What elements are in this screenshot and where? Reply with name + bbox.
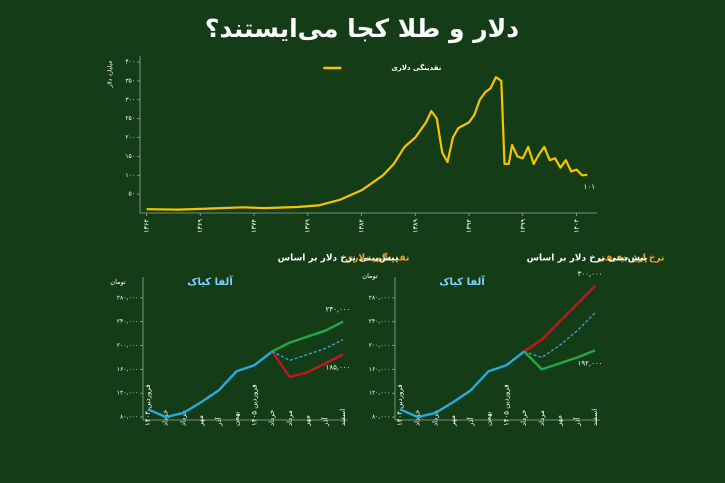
value-label: ۱۸۵,۰۰۰ (326, 363, 351, 371)
chart-title-highlight: نرخ ارز حقیقی (597, 254, 664, 264)
x-tick-label: بهمن (485, 411, 493, 426)
x-tick-label: ۱۳۷۴ (250, 218, 258, 232)
x-tick-label: ۱۳۹۴ (465, 218, 473, 232)
x-tick-label: مهر (556, 415, 564, 427)
x-tick-label: ۱۳۹۹ (519, 218, 527, 232)
x-tick-label: اسفند (591, 409, 599, 426)
x-tick-label: فروردین ۱۴۰۵ (250, 384, 258, 426)
logo: آلفا کیاک (439, 275, 485, 288)
logo: آلفا کیاک (187, 275, 233, 288)
value-label: ۱۹۲,۰۰۰ (578, 359, 603, 367)
y-tick-label: ۲۴۰,۰۰۰ (369, 318, 390, 325)
y-tick-label: ۲۰۰,۰۰۰ (369, 342, 390, 349)
x-tick-label: ۱۳۶۹ (196, 218, 204, 232)
page-title: دلار و طلا کجا می‌ایستند؟ (205, 14, 519, 44)
series-line (399, 350, 525, 419)
y-tick-label: ۱۵۰ (125, 153, 135, 160)
x-tick-label: ۱۳۷۹ (304, 218, 312, 232)
series-line (271, 320, 344, 353)
y-tick-label: ۲۸۰,۰۰۰ (117, 294, 138, 301)
x-tick-label: فروردین ۱۴۰۴ (144, 384, 152, 426)
y-tick-label: ۱۶۰,۰۰۰ (117, 366, 138, 373)
x-tick-label: فروردین ۱۴۰۵ (502, 384, 510, 426)
unit-label: تومان (362, 272, 378, 280)
y-tick-label: ۴۰۰ (125, 59, 135, 66)
y-tick-label: ۱۰۰ (125, 172, 135, 179)
series-line (146, 76, 588, 211)
x-tick-label: ۱۴۰۴ (573, 218, 581, 232)
value-label: ۲۴۰,۰۰۰ (326, 306, 351, 314)
y-tick-label: ۸۰,۰۰۰ (372, 414, 390, 421)
x-tick-label: مهر (449, 415, 457, 427)
legend-label: نقدینگی دلاری (391, 63, 441, 72)
x-tick-label: آذر (320, 417, 329, 427)
y-tick-label: ۲۴۰,۰۰۰ (117, 318, 138, 325)
chart-title-highlight: نقدینگی دلاری (345, 252, 409, 264)
y-tick-label: ۱۶۰,۰۰۰ (369, 366, 390, 373)
y-tick-label: ۲۸۰,۰۰۰ (369, 294, 390, 301)
y-tick-label: ۳۰۰ (125, 96, 135, 103)
y-tick-label: ۲۵۰ (125, 115, 135, 122)
x-tick-label: مرداد (431, 410, 439, 426)
series-line (523, 312, 596, 359)
series-line (147, 350, 273, 419)
x-tick-label: فروردین ۱۴۰۴ (396, 384, 404, 426)
y-axis-label: میلیارد دلار (107, 60, 114, 88)
value-label: ۱۰۱ (584, 183, 595, 191)
series-line (271, 350, 344, 379)
chart-title: پیش‌بینی نرخ دلار بر اساس (278, 254, 399, 264)
x-tick-label: مرداد (179, 410, 187, 426)
x-tick-label: مهر (304, 415, 312, 427)
x-tick-label: اسفند (339, 409, 347, 426)
y-tick-label: ۲۰۰ (125, 134, 135, 141)
unit-label: تومان (110, 278, 126, 286)
x-tick-label: ۱۳۸۴ (358, 218, 366, 232)
x-tick-label: مرداد (286, 410, 294, 426)
x-tick-label: خرداد (268, 410, 276, 426)
x-tick-label: آذر (214, 417, 223, 427)
y-tick-label: ۱۲۰,۰۰۰ (369, 390, 390, 397)
x-tick-label: مهر (197, 415, 205, 427)
series-line (523, 285, 596, 353)
x-tick-label: ۱۳۸۹ (411, 218, 419, 232)
value-label: ۳۰۰,۰۰۰ (578, 270, 603, 278)
x-tick-label: ۱۳۶۴ (142, 218, 150, 232)
series-line (523, 349, 596, 371)
y-tick-label: ۸۰,۰۰۰ (120, 414, 138, 421)
y-tick-label: ۳۵۰ (125, 77, 135, 84)
x-tick-label: آذر (466, 417, 475, 427)
y-tick-label: ۱۲۰,۰۰۰ (117, 390, 138, 397)
x-tick-label: بهمن (233, 411, 241, 426)
y-tick-label: ۵۰ (129, 191, 135, 198)
chart-title: پیش‌بینی نرخ دلار بر اساس (527, 254, 648, 264)
x-tick-label: آذر (572, 417, 581, 427)
x-tick-label: خرداد (520, 410, 528, 426)
y-tick-label: ۲۰۰,۰۰۰ (117, 342, 138, 349)
x-tick-label: مرداد (538, 410, 546, 426)
